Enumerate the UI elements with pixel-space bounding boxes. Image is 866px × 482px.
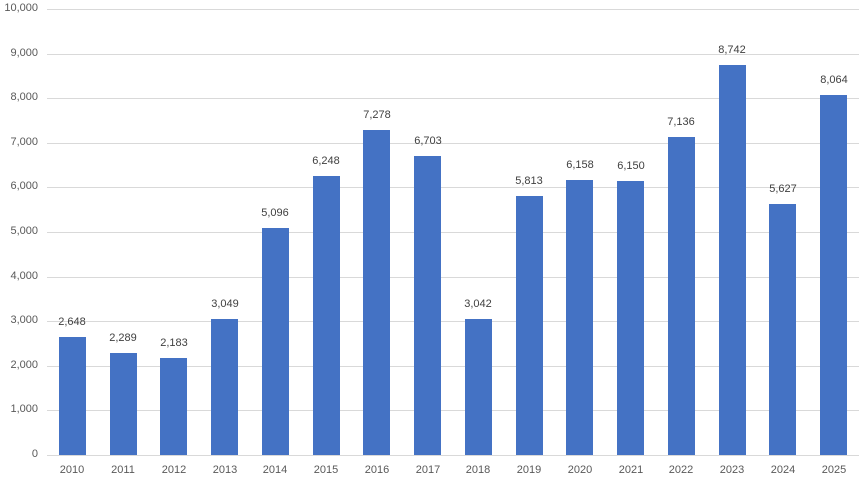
x-tick-label: 2013 [212,464,238,476]
data-label: 8,064 [820,74,848,86]
data-label: 5,813 [515,175,543,187]
bar-2014 [262,228,289,455]
data-label: 7,136 [667,116,695,128]
x-tick-label: 2014 [262,464,288,476]
y-tick-label: 6,000 [10,180,38,192]
data-label: 5,627 [769,183,797,195]
x-tick-label: 2017 [415,464,441,476]
x-tick-label: 2012 [161,464,187,476]
gridline [47,54,859,55]
bar-2023 [719,65,746,455]
x-tick-label: 2020 [567,464,593,476]
data-label: 5,096 [261,207,289,219]
x-tick-label: 2016 [364,464,390,476]
data-label: 2,289 [109,332,137,344]
x-tick-label: 2019 [516,464,542,476]
bar-2019 [516,196,543,455]
y-tick-label: 5,000 [10,225,38,237]
y-tick-label: 0 [31,448,38,460]
data-label: 6,150 [617,160,645,172]
y-tick-label: 2,000 [10,359,38,371]
data-label: 6,703 [414,135,442,147]
data-label: 3,042 [464,298,492,310]
bar-2012 [160,358,187,455]
y-tick-label: 1,000 [10,403,38,415]
x-tick-label: 2025 [821,464,847,476]
x-tick-label: 2015 [313,464,339,476]
gridline [47,366,859,367]
gridline [47,410,859,411]
y-tick-label: 7,000 [10,136,38,148]
bar-2020 [566,180,593,455]
bar-2016 [363,130,390,455]
data-label: 3,049 [211,298,239,310]
bar-2022 [668,137,695,455]
gridline [47,143,859,144]
data-label: 7,278 [363,109,391,121]
gridline [47,9,859,10]
y-tick-label: 3,000 [10,314,38,326]
bar-2025 [820,95,847,455]
y-tick-label: 10,000 [4,2,38,14]
gridline [47,187,859,188]
bar-2021 [617,181,644,455]
x-tick-label: 2024 [770,464,796,476]
x-tick-label: 2023 [719,464,745,476]
gridline [47,277,859,278]
bar-2010 [59,337,86,455]
gridline [47,98,859,99]
x-tick-label: 2010 [59,464,85,476]
bar-2017 [414,156,441,455]
bar-2011 [110,353,137,455]
gridline [47,232,859,233]
x-tick-label: 2021 [618,464,644,476]
x-tick-label: 2018 [465,464,491,476]
bar-2024 [769,204,796,455]
y-tick-label: 4,000 [10,270,38,282]
bar-2018 [465,319,492,455]
bar-2015 [313,176,340,455]
data-label: 6,158 [566,159,594,171]
x-tick-label: 2011 [111,464,135,476]
bar-2013 [211,319,238,455]
y-tick-label: 9,000 [10,47,38,59]
gridline [47,321,859,322]
x-tick-label: 2022 [668,464,694,476]
data-label: 2,183 [160,337,188,349]
data-label: 2,648 [58,316,86,328]
data-label: 8,742 [718,44,746,56]
y-tick-label: 8,000 [10,91,38,103]
gridline [47,455,859,456]
data-label: 6,248 [312,155,340,167]
